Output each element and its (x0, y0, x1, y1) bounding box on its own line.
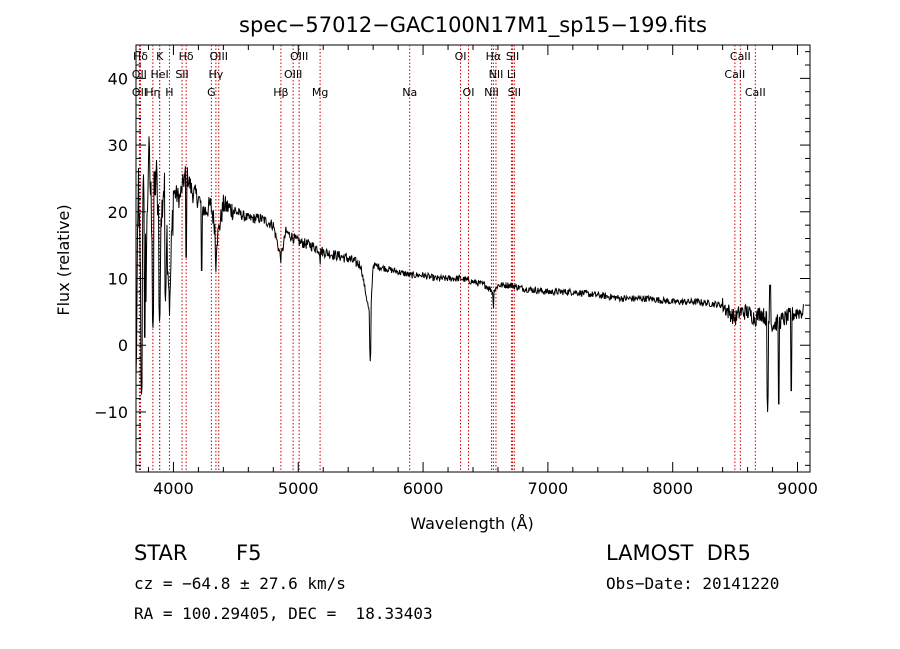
spectral-line-label: OIII (290, 50, 308, 63)
spectral-line-markers (138, 45, 756, 472)
spectral-line-label: Li (507, 68, 516, 81)
spectral-line-label: Mg (312, 86, 328, 99)
spectral-line-label: OII (132, 86, 147, 99)
spectral-line-label: OI (455, 50, 467, 63)
spectral-line-label: Hα (486, 50, 502, 63)
velocity-readout: cz = −64.8 ± 27.6 km/s (134, 574, 346, 593)
spectral-line-label: OI (463, 86, 475, 99)
spectral-line-label: SII (506, 50, 519, 63)
x-axis-label: Wavelength (Å) (410, 514, 533, 533)
spectral-line-label: Hγ (208, 68, 223, 81)
spectral-line-label: Hη (145, 86, 160, 99)
spectral-line-label: CaII (745, 86, 766, 99)
spectral-line-label: Hδ (179, 50, 194, 63)
y-axis: −10 0 10 20 30 40 (94, 51, 810, 466)
y-axis-label: Flux (relative) (54, 204, 73, 315)
y-tick-label: 20 (108, 203, 128, 222)
spectral-line-label: SII (508, 86, 521, 99)
x-tick-label: 8000 (652, 479, 693, 498)
y-tick-label: −10 (94, 403, 128, 422)
spectral-line-label: Na (402, 86, 417, 99)
survey-name: LAMOST DR5 (606, 541, 751, 565)
object-class: STAR (134, 541, 188, 565)
spectral-line-label: OII (132, 68, 147, 81)
x-tick-label: 4000 (153, 479, 194, 498)
y-tick-label: 0 (118, 336, 128, 355)
spectrum-line (135, 136, 804, 413)
spectral-line-label: Hδ (133, 50, 148, 63)
spectral-line-label: Hβ (273, 86, 288, 99)
y-tick-label: 40 (108, 69, 128, 88)
plot-frame (135, 44, 811, 473)
spectral-line-label: CaII (724, 68, 745, 81)
spectral-line-label: OIII (210, 50, 228, 63)
x-tick-label: 9000 (777, 479, 818, 498)
chart-title: spec−57012−GAC100N17M1_sp15−199.fits (239, 13, 707, 38)
spectral-line-label: NII (489, 68, 504, 81)
x-axis: 4000 5000 6000 7000 8000 9000 (147, 45, 818, 498)
x-tick-label: 7000 (528, 479, 569, 498)
spectral-line-label: NII (484, 86, 499, 99)
spectral-line-label: H (165, 86, 173, 99)
spectral-line-label: HeI (150, 68, 168, 81)
spectral-line-label: SII (175, 68, 188, 81)
spectral-line-label: CaII (730, 50, 751, 63)
y-tick-label: 10 (108, 270, 128, 289)
observation-date: Obs−Date: 20141220 (606, 574, 780, 593)
x-tick-label: 5000 (278, 479, 319, 498)
spectral-line-labels: Hδ K Hδ OIII OIII OI Hα SII CaII OII HeI SII Hγ OIII N… (132, 50, 766, 99)
y-tick-label: 30 (108, 136, 128, 155)
spectral-line-label: K (156, 50, 164, 63)
spectral-line-label: OIII (284, 68, 302, 81)
spectral-line-label: G (207, 86, 216, 99)
x-tick-label: 6000 (403, 479, 444, 498)
spectral-subclass: F5 (236, 541, 262, 565)
coordinates-readout: RA = 100.29405, DEC = 18.33403 (134, 604, 433, 623)
